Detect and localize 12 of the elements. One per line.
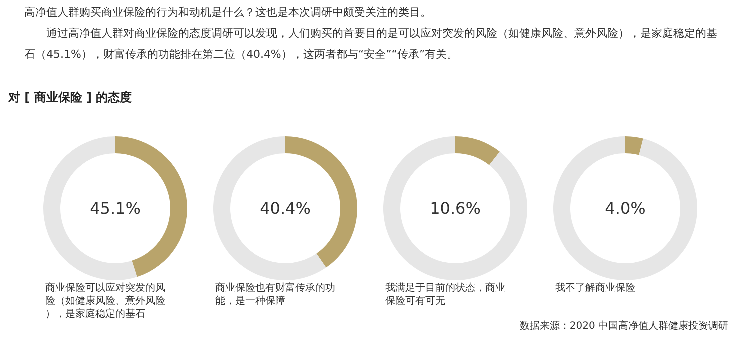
text: 10.6% <box>430 199 481 218</box>
text: 我满足于目前的状态，商业保险可有可无 <box>386 282 506 307</box>
text: 4.0% <box>605 199 646 218</box>
text: 通过高净值人群对商业保险的态度调研可以发现，人们购买的首要目的是可以应对突发的风险（如健康风险、意外风险），是家庭稳定的基石（45.1%），财富传承的功能排在第二位（40.4%），这两者都与“安全”“传承”有关。 <box>24 27 718 61</box>
chart-title: 对 [ 商业保险 ] 的态度 <box>8 90 132 104</box>
source-note: 数据来源：2020 中国高净值人群健康投资调研 <box>520 320 729 332</box>
text: 高净值人群购买商业保险的行为和动机是什么？这也是本次调研中颇受关注的类目。 <box>24 6 432 19</box>
text: 40.4% <box>260 199 311 218</box>
text: 45.1% <box>90 199 141 218</box>
text: 商业保险可以应对突发的风险（如健康风险、意外风险），是家庭稳定的基石 <box>46 282 166 320</box>
text: 商业保险也有财富传承的功能，是一种保障 <box>216 282 336 307</box>
text: 我不了解商业保险 <box>556 282 636 294</box>
